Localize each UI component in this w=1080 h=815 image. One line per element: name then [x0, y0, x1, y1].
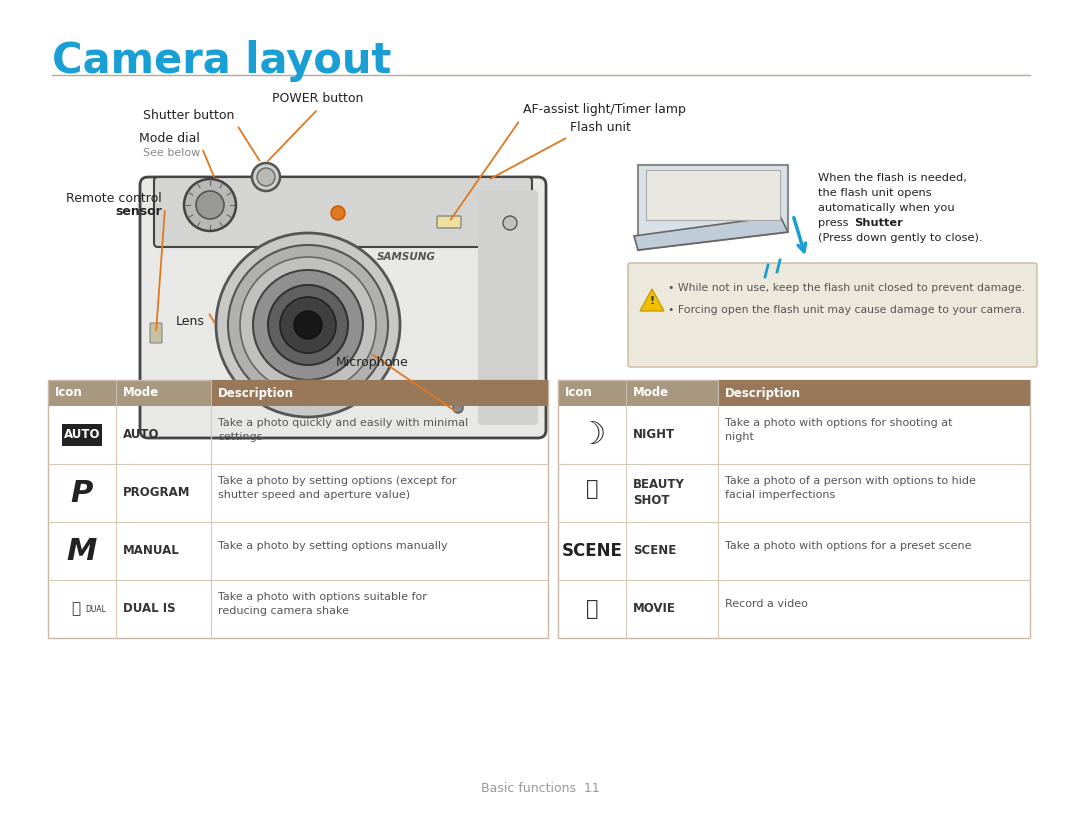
Text: POWER button: POWER button: [272, 92, 364, 105]
Text: Basic functions  11: Basic functions 11: [481, 782, 599, 795]
FancyBboxPatch shape: [154, 177, 532, 247]
Text: DUAL: DUAL: [85, 605, 107, 614]
Text: Take a photo with options suitable for
reducing camera shake: Take a photo with options suitable for r…: [218, 593, 427, 616]
Text: the flash unit opens: the flash unit opens: [818, 188, 932, 198]
Bar: [558, 380, 1030, 406]
Circle shape: [228, 245, 388, 405]
Text: automatically when you: automatically when you: [818, 203, 955, 213]
Bar: [48, 380, 548, 406]
Circle shape: [257, 168, 275, 186]
Text: Record a video: Record a video: [725, 599, 808, 609]
Bar: [558, 380, 1030, 638]
Text: When the flash is needed,: When the flash is needed,: [818, 173, 967, 183]
Circle shape: [330, 206, 345, 220]
Text: Flash unit: Flash unit: [570, 121, 631, 134]
Circle shape: [253, 270, 363, 380]
Text: MOVIE: MOVIE: [633, 602, 676, 615]
Text: SAMSUNG: SAMSUNG: [377, 252, 435, 262]
FancyBboxPatch shape: [478, 190, 538, 425]
Text: • While not in use, keep the flash unit closed to prevent damage.: • While not in use, keep the flash unit …: [669, 283, 1025, 293]
Text: AF-assist light/Timer lamp: AF-assist light/Timer lamp: [523, 103, 686, 116]
Text: AUTO: AUTO: [64, 429, 100, 442]
Text: !: !: [649, 296, 654, 306]
Text: Mode: Mode: [123, 386, 159, 399]
Text: AUTO: AUTO: [123, 429, 160, 442]
Text: • Forcing open the flash unit may cause damage to your camera.: • Forcing open the flash unit may cause …: [669, 305, 1025, 315]
Text: (Press down gently to close).: (Press down gently to close).: [818, 233, 983, 243]
Text: Camera layout: Camera layout: [52, 40, 391, 82]
Text: PROGRAM: PROGRAM: [123, 487, 190, 500]
FancyBboxPatch shape: [437, 216, 461, 228]
Text: 🎥: 🎥: [585, 599, 598, 619]
Circle shape: [252, 163, 280, 191]
Circle shape: [280, 297, 336, 353]
Text: Shutter: Shutter: [854, 218, 903, 228]
Text: Take a photo with options for a preset scene: Take a photo with options for a preset s…: [725, 541, 972, 551]
Polygon shape: [634, 216, 788, 250]
Text: Icon: Icon: [565, 386, 593, 399]
Text: Take a photo of a person with options to hide
facial imperfections: Take a photo of a person with options to…: [725, 476, 976, 500]
FancyBboxPatch shape: [140, 177, 546, 438]
Circle shape: [268, 285, 348, 365]
Text: Icon: Icon: [55, 386, 83, 399]
Text: P: P: [71, 478, 93, 508]
Text: SCENE: SCENE: [633, 544, 676, 557]
Text: Mode dial: Mode dial: [139, 132, 200, 145]
Circle shape: [195, 191, 224, 219]
Text: Take a photo by setting options manually: Take a photo by setting options manually: [218, 541, 447, 551]
Circle shape: [240, 257, 376, 393]
Text: ☽: ☽: [578, 421, 606, 450]
Text: BEAUTY
SHOT: BEAUTY SHOT: [633, 478, 685, 508]
Text: SCENE: SCENE: [562, 542, 622, 560]
Text: Description: Description: [725, 386, 801, 399]
Text: DUAL IS: DUAL IS: [123, 602, 176, 615]
Polygon shape: [638, 165, 788, 250]
Text: Shutter button: Shutter button: [143, 109, 234, 122]
Text: Take a photo by setting options (except for
shutter speed and aperture value): Take a photo by setting options (except …: [218, 476, 457, 500]
Text: MANUAL: MANUAL: [123, 544, 179, 557]
FancyBboxPatch shape: [150, 323, 162, 343]
Polygon shape: [646, 170, 780, 220]
Circle shape: [294, 311, 322, 339]
Circle shape: [503, 216, 517, 230]
Circle shape: [184, 179, 237, 231]
Text: Lens: Lens: [176, 315, 205, 328]
Text: NIGHT: NIGHT: [633, 429, 675, 442]
Bar: [718, 380, 1030, 406]
Text: 👤: 👤: [585, 479, 598, 499]
Text: Take a photo quickly and easily with minimal
settings: Take a photo quickly and easily with min…: [218, 418, 469, 442]
FancyBboxPatch shape: [627, 263, 1037, 367]
Text: Take a photo with options for shooting at
night: Take a photo with options for shooting a…: [725, 418, 953, 442]
Text: sensor: sensor: [116, 205, 162, 218]
Circle shape: [453, 403, 463, 413]
Bar: [48, 380, 548, 638]
Text: Microphone: Microphone: [336, 356, 408, 369]
FancyBboxPatch shape: [62, 424, 102, 446]
Text: Mode: Mode: [633, 386, 670, 399]
Bar: [211, 380, 548, 406]
Text: M: M: [67, 536, 97, 566]
Circle shape: [216, 233, 400, 417]
Polygon shape: [640, 289, 664, 311]
Text: 🤚: 🤚: [71, 601, 81, 616]
Text: See below: See below: [143, 148, 200, 158]
Text: Description: Description: [218, 386, 294, 399]
Text: Remote control: Remote control: [66, 192, 162, 205]
Text: press: press: [818, 218, 852, 228]
